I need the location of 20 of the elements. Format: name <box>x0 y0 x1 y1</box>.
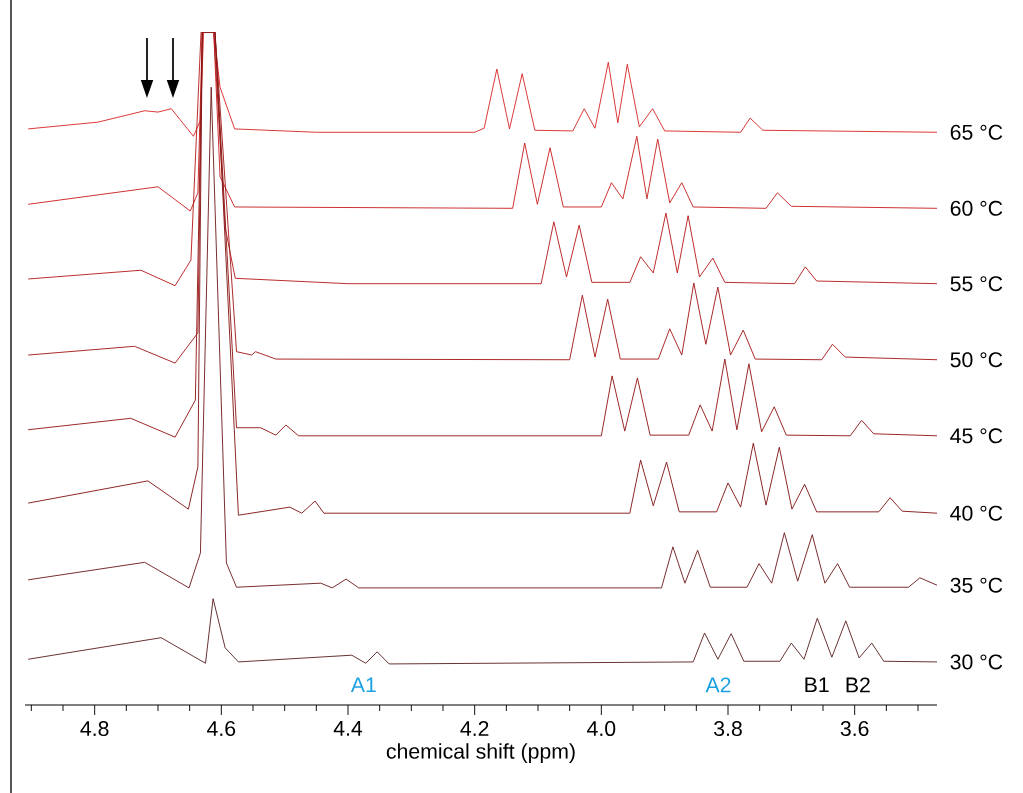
x-tick-label: 4.0 <box>587 721 616 737</box>
x-tick-label: 4.8 <box>80 721 109 737</box>
annotation: A1 <box>350 677 376 693</box>
series-label: 45 °C <box>950 428 1003 444</box>
x-tick-label: 4.2 <box>460 721 489 736</box>
series-label: 35 °C <box>950 577 1003 593</box>
series-label: 65 °C <box>950 124 1003 140</box>
series-label: 50 °C <box>950 352 1003 368</box>
x-tick-label: 4.4 <box>333 721 363 736</box>
series-label: 55 °C <box>950 276 1003 292</box>
x-axis-title: chemical shift (ppm) <box>386 743 575 764</box>
x-tick-label: 3.8 <box>714 721 742 737</box>
annotation: A2 <box>705 677 731 693</box>
series-label: 40 °C <box>950 505 1003 521</box>
x-tick-label: 3.6 <box>840 721 869 737</box>
series-label: 30 °C <box>950 654 1003 670</box>
series-label: 60 °C <box>950 200 1003 216</box>
annotation: B2 <box>846 677 870 693</box>
annotation: B1 <box>805 677 829 693</box>
x-tick-label: 4.6 <box>207 721 236 737</box>
